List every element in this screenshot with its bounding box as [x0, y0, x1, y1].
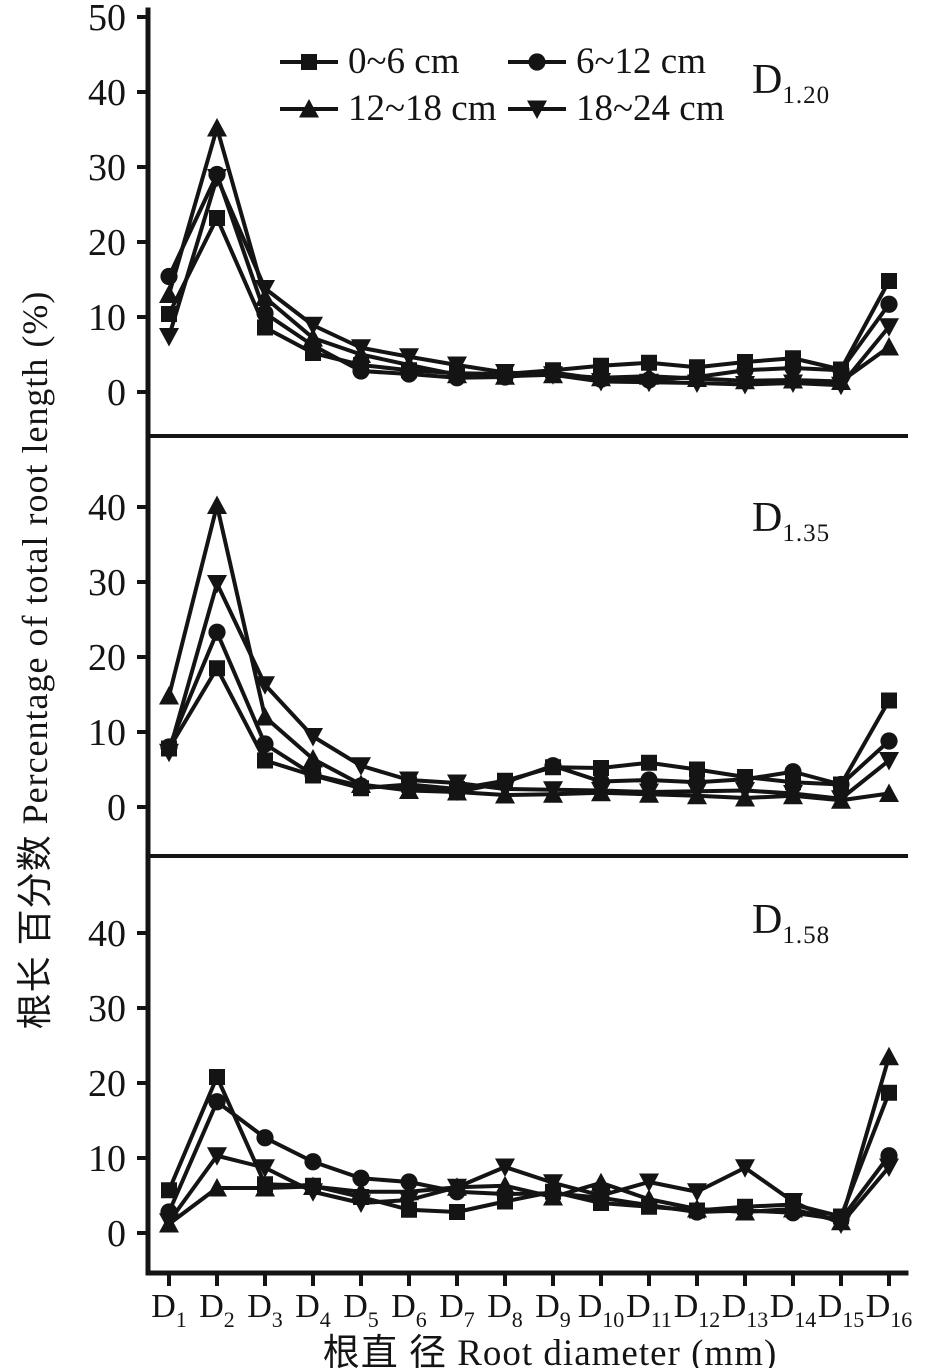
panel-label-d1-35: D1.35 — [752, 494, 830, 548]
y-axis-title: 根长 百分数 Percentage of total root length (… — [15, 290, 55, 1030]
panel-label-sub: 1.20 — [782, 82, 831, 109]
triangle-down-marker-icon — [508, 100, 566, 119]
y-tick-label: 10 — [88, 1138, 126, 1180]
panel-label-sub: 1.58 — [782, 922, 831, 949]
legend-item-0-6cm: 0~6 cm — [278, 40, 506, 83]
y-tick-label: 0 — [107, 1213, 126, 1255]
panel-label-d1-58: D1.58 — [752, 896, 830, 950]
square-marker-icon — [280, 53, 338, 70]
legend: 0~6 cm 6~12 cm 12~18 cm 18~24 cm — [278, 40, 724, 130]
panel-label-sub: 1.35 — [782, 520, 831, 547]
y-tick-label: 0 — [107, 372, 126, 414]
panel-2-series-circle — [160, 623, 898, 801]
panel-2-series-triangle-down — [159, 575, 899, 809]
legend-label: 6~12 cm — [576, 41, 706, 82]
legend-item-6-12cm: 6~12 cm — [506, 40, 724, 83]
y-tick-label: 10 — [88, 297, 126, 339]
legend-item-18-24cm: 18~24 cm — [506, 87, 724, 130]
y-tick-label: 10 — [88, 712, 126, 754]
y-tick-label: 40 — [88, 913, 126, 955]
panel-3-series-square — [161, 1069, 897, 1225]
y-tick-label: 0 — [107, 787, 126, 829]
axes-frame — [145, 7, 909, 1276]
panel-label-base: D — [752, 57, 783, 103]
y-tick-label: 40 — [88, 72, 126, 114]
y-tick-label: 40 — [88, 487, 126, 529]
y-axis-ticks-panel-1: 0 10 20 30 40 50 — [88, 0, 148, 414]
y-tick-label: 30 — [88, 147, 126, 189]
y-axis-ticks-panel-2: 0 10 20 30 40 — [88, 487, 148, 829]
legend-label: 12~18 cm — [348, 88, 497, 129]
x-tick-label: D1 — [151, 1288, 187, 1332]
x-tick-label: D10 — [578, 1288, 625, 1332]
panel-label-base: D — [752, 495, 783, 541]
panel-label-base: D — [752, 897, 783, 943]
y-tick-label: 30 — [88, 988, 126, 1030]
x-tick-label: D3 — [247, 1288, 283, 1332]
panel-1-series-triangle-up — [159, 118, 899, 390]
y-tick-label: 30 — [88, 562, 126, 604]
circle-marker-icon — [508, 52, 566, 71]
panel-3-series-triangle-down — [159, 1147, 899, 1234]
x-axis-title: 根直 径 Root diameter (mm) — [322, 1333, 778, 1368]
triangle-up-marker-icon — [280, 98, 338, 117]
legend-label: 0~6 cm — [348, 41, 460, 82]
legend-label: 18~24 cm — [576, 88, 725, 129]
panel-1-series-square — [161, 210, 897, 382]
legend-item-12-18cm: 12~18 cm — [278, 87, 506, 130]
y-tick-label: 20 — [88, 1063, 126, 1105]
y-tick-label: 20 — [88, 637, 126, 679]
panel-1-series-triangle-down — [159, 169, 899, 396]
x-tick-label: D11 — [626, 1288, 672, 1332]
panel-label-d1-20: D1.20 — [752, 56, 830, 110]
y-tick-label: 20 — [88, 222, 126, 264]
y-tick-label: 50 — [88, 0, 126, 39]
y-axis-ticks-panel-3: 0 10 20 30 40 — [88, 913, 148, 1255]
